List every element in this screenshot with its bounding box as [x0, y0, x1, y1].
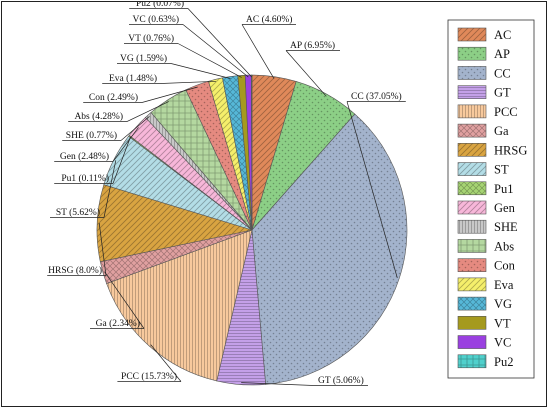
legend-label-cc: CC	[494, 66, 511, 80]
legend-swatch-ap	[457, 46, 487, 61]
chart-legend: AC AP CC GT PCC Ga HRSG ST Pu1 Gen SHE Abs Con Eva VG V…	[447, 19, 535, 379]
leader-line	[285, 50, 327, 97]
slice-label-she: SHE (0.77%)	[66, 130, 117, 141]
legend-label-ga: Ga	[494, 124, 509, 138]
legend-swatch-vg	[457, 296, 487, 311]
legend-label-pu1: Pu1	[494, 182, 513, 196]
legend-label-ac: AC	[494, 28, 511, 42]
leader-line	[104, 272, 145, 329]
leader-line	[120, 116, 150, 141]
legend-label-con: Con	[494, 259, 516, 273]
slice-label-abs: Abs (4.28%)	[74, 111, 123, 122]
leader-line	[98, 223, 107, 276]
leader-line	[160, 80, 216, 84]
legend-label-vc: VC	[494, 336, 511, 350]
legend-swatch-pu2	[457, 354, 487, 369]
pie-slices	[96, 74, 408, 386]
leader-line	[141, 86, 198, 103]
leader-line	[126, 101, 169, 122]
legend-swatch-gt	[457, 85, 487, 99]
slice-label-gt: GT (5.06%)	[318, 375, 364, 386]
leader-line	[177, 43, 242, 78]
slice-label-eva: Eva (1.48%)	[109, 73, 157, 84]
legend-label-vg: VG	[494, 297, 512, 311]
leader-line	[346, 101, 398, 278]
slice-label-hrsg: HRSG (8.0%)	[48, 265, 102, 276]
legend-label-st: ST	[494, 163, 509, 177]
leader-line	[112, 127, 139, 162]
legend-swatch-gen	[457, 200, 487, 215]
slice-label-ga: Ga (2.34%)	[96, 318, 140, 329]
slice-label-pcc: PCC (15.73%)	[121, 371, 177, 382]
legend-swatch-cc	[457, 66, 487, 80]
legend-swatch-con	[457, 258, 487, 272]
slice-label-gen: Gen (2.48%)	[60, 151, 109, 162]
slice-label-pu1: Pu1 (0.11%)	[61, 173, 109, 184]
legend-swatch-pcc	[457, 104, 487, 119]
slice-label-st: ST (5.62%)	[56, 207, 100, 218]
legend-label-gt: GT	[494, 86, 511, 100]
leader-line	[112, 136, 131, 184]
leader-line	[241, 382, 315, 386]
legend-swatch-abs	[457, 239, 487, 253]
legend-swatch-vt	[457, 316, 487, 330]
slice-label-vt: VT (0.76%)	[128, 33, 174, 44]
legend-label-ap: AP	[494, 47, 510, 61]
leader-line	[103, 160, 117, 218]
pie-slice-cc	[251, 113, 408, 385]
legend-swatch-vc	[457, 335, 487, 349]
legend-label-pu2: Pu2	[494, 355, 513, 369]
legend-swatch-hrsg	[457, 143, 487, 157]
leader-line	[182, 24, 249, 78]
legend-swatch-she	[457, 219, 487, 234]
slice-label-con: Con (2.49%)	[89, 92, 138, 103]
legend-label-eva: Eva	[494, 278, 514, 292]
slice-label-ap: AP (6.95%)	[290, 40, 335, 51]
legend-swatch-ac	[457, 27, 487, 42]
slice-label-ac: AC (4.60%)	[246, 14, 292, 25]
leader-line	[170, 63, 231, 79]
legend-label-vt: VT	[494, 316, 511, 330]
slice-label-cc: CC (37.05%)	[351, 91, 402, 102]
legend-label-she: SHE	[494, 220, 518, 234]
slice-label-vg: VG (1.59%)	[120, 53, 167, 64]
slice-labels: AC (4.60%) AP (6.95%) CC (37.05%) GT (5.06%…	[47, 2, 406, 386]
legend-label-hrsg: HRSG	[494, 143, 527, 157]
slice-label-pu2: Pu2 (0.07%)	[136, 2, 184, 9]
slice-label-vc: VC (0.63%)	[133, 14, 179, 25]
legend-swatch-eva	[457, 277, 487, 292]
legend-swatch-st	[457, 162, 487, 176]
legend-swatch-ga	[457, 123, 487, 138]
legend-label-abs: Abs	[494, 239, 514, 253]
pie-slice-pcc	[106, 229, 253, 382]
leader-line	[241, 24, 275, 79]
leader-line	[150, 344, 182, 382]
legend-label-pcc: PCC	[494, 105, 518, 119]
leader-line	[187, 8, 252, 78]
pie-slice-pu2	[251, 74, 253, 231]
legend-swatch-pu1	[457, 181, 487, 196]
legend-label-gen: Gen	[494, 201, 516, 215]
